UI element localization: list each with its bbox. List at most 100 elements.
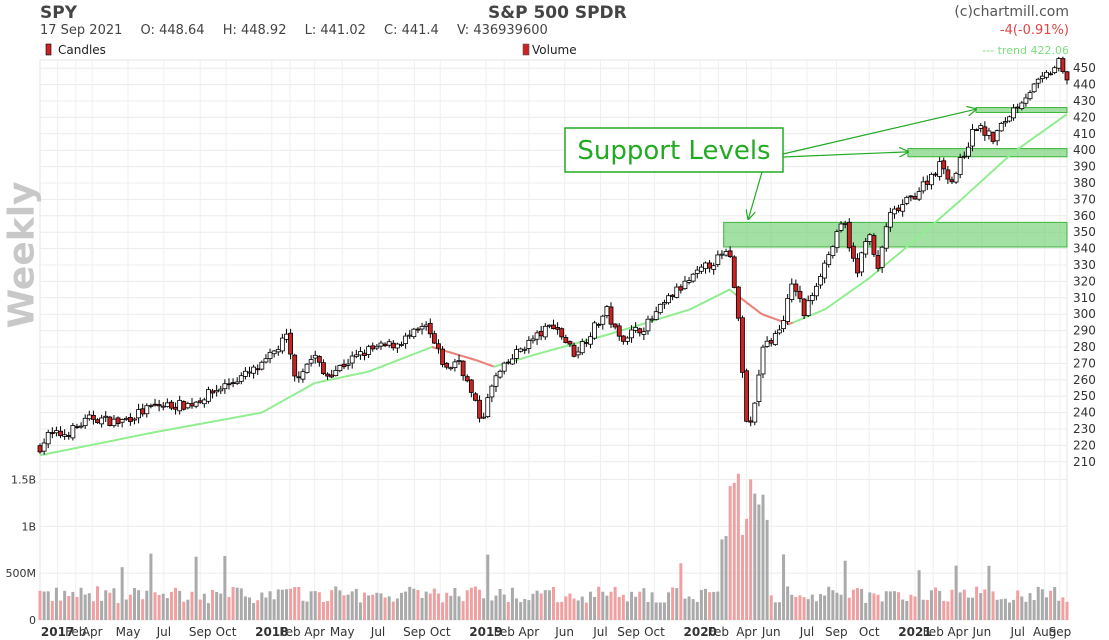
candle-body (612, 323, 618, 328)
volume-bar (490, 600, 494, 620)
candle-body (748, 420, 754, 423)
volume-bar (174, 587, 178, 620)
volume-bar (38, 590, 42, 620)
volume-bar (441, 602, 445, 620)
candle-body (152, 403, 158, 406)
volume-bar (1020, 596, 1024, 620)
candle-body (879, 246, 885, 268)
candle-body (637, 328, 643, 334)
candle-body (197, 400, 203, 403)
candle-body (682, 280, 688, 290)
candle-body (526, 339, 532, 349)
volume-bar (1065, 601, 1069, 620)
price-tick-label: 320 (1073, 274, 1096, 288)
volume-bar (950, 589, 954, 620)
copyright-text: (c)chartmill.com (954, 4, 1069, 20)
candle-body (431, 333, 437, 344)
candle-body (809, 295, 815, 301)
volume-bar (695, 601, 699, 620)
volume-bar (798, 595, 802, 620)
volume-bar (1024, 601, 1028, 620)
volume-bar (453, 587, 457, 620)
candle-body (846, 221, 852, 249)
volume-bar (576, 600, 580, 620)
volume-bar (256, 600, 260, 620)
candle-body (826, 254, 832, 266)
price-axis: 210 220 230 240 250 260 270 280 290 300 310 320 330 3… (1073, 61, 1096, 469)
volume-bar (679, 563, 683, 620)
time-tick-label: Feb (708, 625, 729, 639)
candle-body (370, 345, 376, 350)
volume-bar (498, 588, 502, 620)
volume-bar (412, 588, 416, 620)
volume-bar (67, 596, 71, 620)
candle-body (908, 195, 914, 198)
volume-bar (223, 556, 227, 620)
candle-body (329, 374, 335, 378)
candle-body (366, 346, 372, 355)
low-readout: L: 441.02 (304, 23, 366, 38)
volume-bar (1036, 586, 1040, 620)
candle-body (657, 303, 663, 314)
candle-body (95, 419, 100, 424)
candle-body (805, 300, 811, 316)
volume-bar (638, 591, 642, 620)
volume-bar (843, 560, 847, 620)
volume-bar (219, 593, 223, 620)
volume-bar (543, 590, 547, 620)
candle-body (551, 324, 556, 330)
volume-bar (617, 597, 621, 620)
candle-body (132, 418, 137, 421)
timeframe-label: Weekly (2, 181, 42, 328)
candle-body (830, 246, 836, 256)
volume-bar (445, 592, 449, 620)
volume-bar (761, 494, 765, 620)
volume-bar (280, 589, 284, 620)
candle-body (337, 365, 343, 372)
candle-body (567, 341, 573, 345)
legend-candles-swatch (45, 43, 52, 56)
time-tick-label: Jul (1009, 625, 1024, 639)
price-tick-label: 370 (1073, 192, 1096, 206)
candle-body (82, 417, 88, 427)
candle-body (731, 256, 737, 288)
volume-bar (408, 586, 412, 620)
volume-bar (552, 587, 555, 620)
candle-body (316, 356, 322, 363)
volume-bar (305, 601, 309, 620)
candle-body (781, 320, 786, 330)
candle-body (341, 363, 347, 368)
price-tick-label: 270 (1073, 356, 1096, 370)
candle-body (456, 360, 462, 362)
candle-body (546, 324, 552, 327)
volume-bar (560, 601, 564, 620)
volume-bar (416, 590, 420, 620)
volume-bar (243, 596, 247, 620)
candle-body (715, 254, 721, 265)
volume-bar (478, 589, 482, 620)
candle-body (468, 379, 474, 393)
candle-body (892, 208, 897, 215)
volume-bar (892, 591, 896, 620)
volume-bar (855, 588, 859, 620)
volume-bar (71, 591, 75, 620)
candle-body (850, 245, 856, 259)
chart-title: S&P 500 SPDR (488, 3, 627, 23)
candle-body (629, 329, 634, 339)
candle-body (378, 342, 384, 347)
price-tick-label: 210 (1073, 455, 1096, 469)
price-tick-label: 220 (1073, 438, 1096, 452)
volume-bar (712, 591, 716, 620)
volume-bar (749, 479, 753, 620)
candle-body (916, 191, 922, 200)
volume-bar (272, 599, 276, 620)
candle-body (744, 370, 749, 422)
volume-bar (391, 601, 395, 620)
volume-bar (334, 586, 338, 620)
candle-body (226, 383, 232, 386)
candle-body (279, 337, 285, 352)
volume-bar (268, 591, 272, 620)
volume-bar (782, 554, 786, 620)
candle-body (727, 250, 733, 258)
candle-body (1027, 92, 1033, 100)
